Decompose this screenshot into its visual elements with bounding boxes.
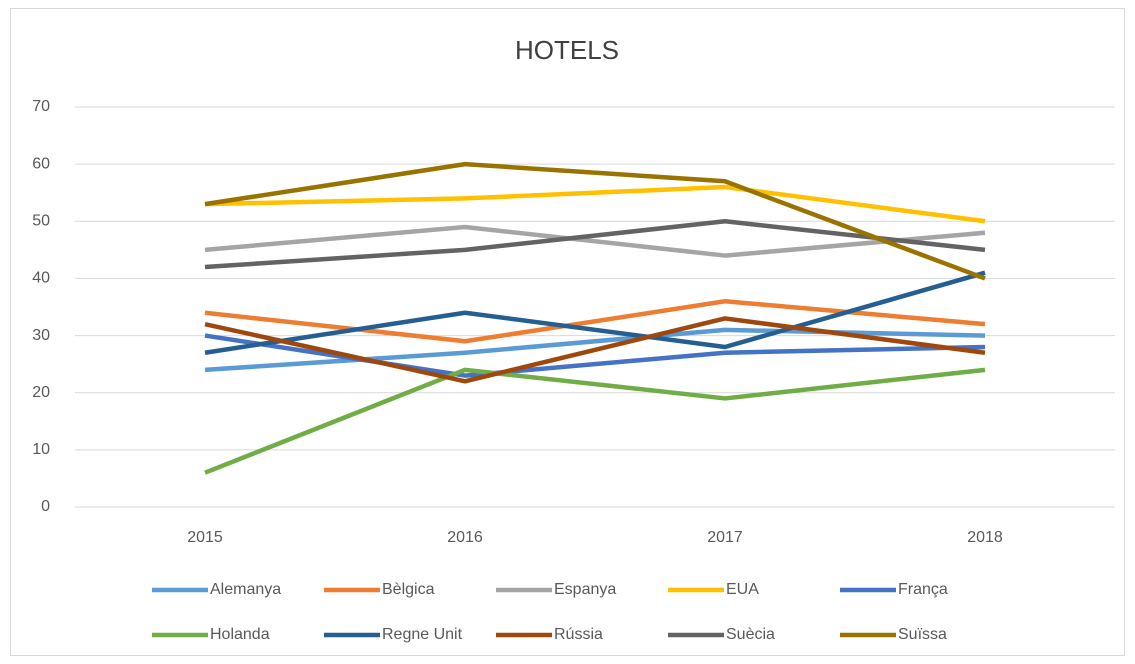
series-line [204, 367, 986, 475]
y-tick-label: 60 [32, 155, 50, 172]
x-tick-label: 2017 [707, 529, 743, 546]
series-line [204, 299, 986, 344]
y-tick-label: 40 [32, 270, 50, 287]
legend-label: Alemanya [210, 581, 281, 598]
legend-label: EUA [726, 581, 759, 598]
y-tick-label: 10 [32, 441, 50, 458]
legend-label: Holanda [210, 626, 270, 643]
y-tick-label: 0 [41, 498, 50, 515]
chart-border [10, 8, 1125, 656]
legend-label: França [898, 581, 948, 598]
y-tick-label: 20 [32, 384, 50, 401]
legend-label: Rússia [554, 626, 603, 643]
legend-label: Suïssa [898, 626, 947, 643]
legend-label: Bèlgica [382, 581, 435, 598]
series-line [204, 333, 986, 378]
series-line [204, 327, 986, 373]
series-line [204, 161, 986, 281]
legend-label: Espanya [554, 581, 616, 598]
y-tick-label: 30 [32, 327, 50, 344]
x-tick-label: 2015 [187, 529, 223, 546]
legend-label: Suècia [726, 626, 775, 643]
series-line [204, 184, 986, 224]
series-line [204, 224, 986, 258]
series-line [204, 219, 986, 270]
legend-label: Regne Unit [382, 626, 463, 643]
y-tick-label: 70 [32, 98, 50, 115]
series-line [204, 270, 986, 355]
y-tick-label: 50 [32, 213, 50, 230]
x-tick-label: 2016 [447, 529, 483, 546]
x-tick-label: 2018 [967, 529, 1003, 546]
series-line [204, 316, 986, 384]
chart-title: HOTELS [515, 35, 619, 65]
